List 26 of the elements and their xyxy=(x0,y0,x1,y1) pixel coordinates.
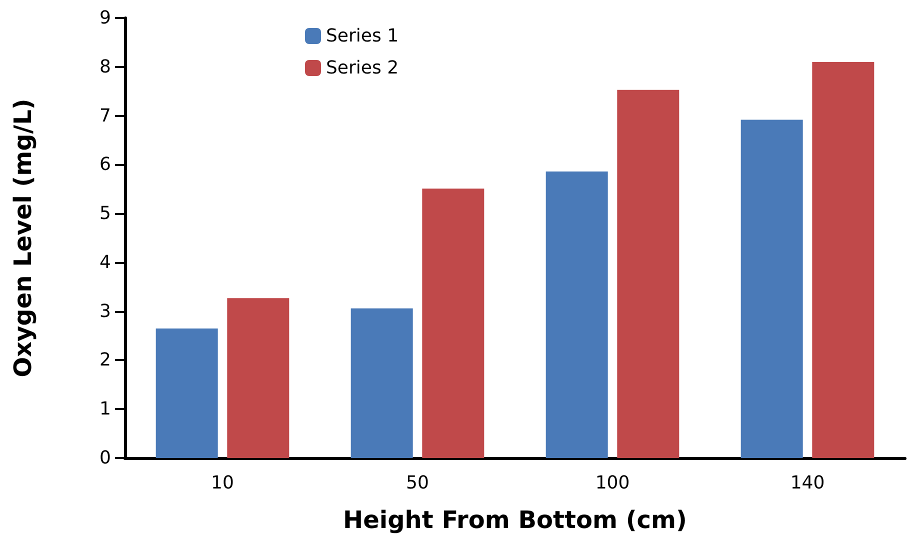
bar xyxy=(422,188,484,458)
bar xyxy=(350,308,413,458)
x-tick-label: 100 xyxy=(595,472,630,494)
legend-label: Series 2 xyxy=(326,58,399,78)
bar xyxy=(617,90,680,458)
bar xyxy=(156,328,218,458)
y-tick-label: 9 xyxy=(100,8,111,28)
y-tick-label: 1 xyxy=(100,398,111,420)
bar xyxy=(546,172,608,458)
bar xyxy=(812,62,874,458)
x-tick-label: 140 xyxy=(790,472,825,494)
x-axis-title: Height From Bottom (cm) xyxy=(343,506,687,534)
y-tick-label: 4 xyxy=(100,252,111,273)
y-tick-label: 5 xyxy=(100,203,111,224)
bar xyxy=(227,298,290,458)
y-tick-label: 7 xyxy=(100,105,111,126)
x-tick-label: 10 xyxy=(211,472,234,494)
bar xyxy=(740,120,803,458)
y-axis-title: Oxygen Level (mg/L) xyxy=(9,98,37,378)
legend-label: Series 1 xyxy=(326,26,399,46)
y-tick-label: 8 xyxy=(100,56,111,78)
x-tick-label: 50 xyxy=(406,472,429,494)
y-tick-label: 0 xyxy=(100,448,111,468)
y-tick-label: 3 xyxy=(100,300,111,322)
y-tick-label: 6 xyxy=(100,154,111,176)
y-tick-label: 2 xyxy=(100,350,111,371)
